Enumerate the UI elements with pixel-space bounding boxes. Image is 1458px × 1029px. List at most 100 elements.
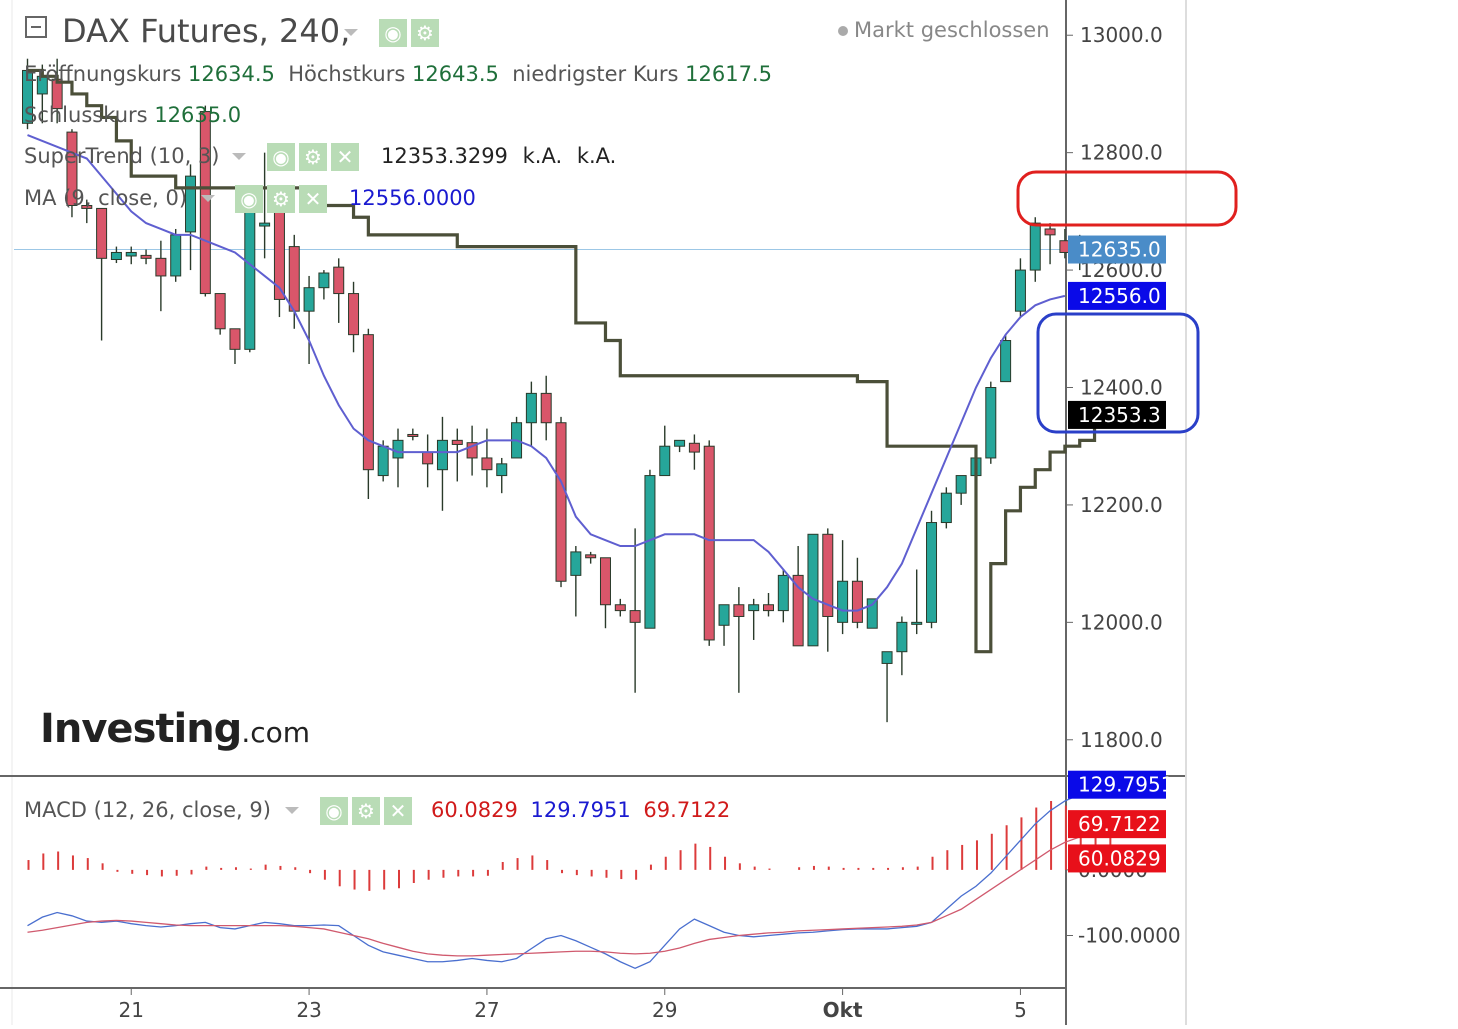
candle-up [125, 251, 137, 257]
candle-down [466, 442, 478, 459]
supertrend-label[interactable]: SuperTrend (10, 3) [24, 144, 220, 168]
eye-icon[interactable]: ◉ [235, 185, 263, 213]
candle-up [718, 604, 730, 626]
candle-down [703, 445, 715, 641]
time-tick-label: 29 [652, 998, 677, 1022]
candle-up [866, 598, 878, 629]
price-tick-label: 12800.0 [1080, 141, 1163, 165]
close-price-badge: 12635.0 [1078, 238, 1161, 262]
candle-down [288, 246, 300, 312]
ma-price-badge-bg [1068, 281, 1166, 310]
close-price-badge-bg [1068, 235, 1166, 264]
supertrend-value: 12353.3299 [381, 144, 508, 168]
eye-icon[interactable]: ◉ [320, 797, 348, 825]
candle-up [881, 651, 893, 664]
time-tick-label: Okt [823, 998, 863, 1022]
candle-down [140, 254, 152, 259]
candle-up [940, 492, 952, 524]
supertrend-controls: ◉ ⚙ ✕ [267, 143, 359, 171]
symbol-title[interactable]: DAX Futures, 240, [62, 12, 351, 50]
gear-icon[interactable]: ⚙ [411, 19, 439, 47]
candle-up [496, 463, 508, 477]
candle-up [525, 392, 537, 424]
candle-up [777, 574, 789, 612]
blue-annotation-rect [1036, 312, 1200, 434]
logo-suffix: .com [241, 716, 311, 749]
ma-dropdown-icon[interactable] [201, 195, 215, 202]
macd-badge-blue: 129.7951 [1078, 773, 1173, 797]
open-label: Eröffnungskurs [24, 62, 182, 86]
candle-up [985, 387, 997, 459]
candle-down [555, 422, 567, 582]
candle-up [955, 475, 967, 494]
candle-up [170, 234, 182, 277]
candle-up [674, 439, 686, 447]
candle-down [348, 293, 360, 336]
price-tick-label: 13000.0 [1080, 23, 1163, 47]
supertrend-price-badge-bg [1068, 400, 1166, 429]
ma-label[interactable]: MA (9, close, 0) [24, 186, 188, 210]
candle-down [585, 554, 597, 559]
candle-up [244, 207, 256, 350]
macd-value-1: 60.0829 [431, 798, 518, 822]
price-tick-label: 12000.0 [1080, 610, 1163, 634]
candle-up [1029, 222, 1041, 271]
candle-up [318, 272, 330, 289]
macd-badge-signal: 60.0829 [1078, 846, 1161, 870]
candle-down [733, 604, 745, 617]
macd-label[interactable]: MACD (12, 26, close, 9) [24, 798, 271, 822]
candle-up [392, 439, 404, 459]
close-icon[interactable]: ✕ [331, 143, 359, 171]
status-dot-icon [838, 26, 848, 36]
candle-down [1044, 228, 1056, 236]
close-icon[interactable]: ✕ [299, 185, 327, 213]
gear-icon[interactable]: ⚙ [299, 143, 327, 171]
candle-up [644, 475, 656, 629]
red-annotation-ellipse [1016, 170, 1238, 227]
time-tick-label: 23 [296, 998, 321, 1022]
price-tick-label: 11800.0 [1080, 728, 1163, 752]
eye-icon[interactable]: ◉ [267, 143, 295, 171]
candle-up [436, 439, 448, 471]
candle-up [837, 580, 849, 623]
title-controls: ◉ ⚙ [379, 19, 439, 47]
supertrend-values: 12353.3299 k.A. k.A. [381, 144, 616, 168]
macd-value-3: 69.7122 [643, 798, 731, 822]
eye-icon[interactable]: ◉ [379, 19, 407, 47]
candle-up [110, 251, 122, 261]
price-tick-label: 12400.0 [1080, 376, 1163, 400]
candle-up [1014, 269, 1026, 312]
price-tick-label: 12200.0 [1080, 493, 1163, 517]
close-icon[interactable]: ✕ [384, 797, 412, 825]
macd-values: 60.0829 129.7951 69.7122 [431, 798, 730, 822]
candle-up [807, 533, 819, 647]
time-tick-label: 27 [474, 998, 499, 1022]
candle-down [451, 439, 463, 445]
candle-down [614, 604, 626, 612]
high-value: 12643.5 [412, 62, 499, 86]
collapse-icon[interactable] [25, 16, 47, 38]
gear-icon[interactable]: ⚙ [267, 185, 295, 213]
macd-dropdown-icon[interactable] [285, 807, 299, 814]
candle-down [229, 328, 241, 350]
low-label: niedrigster Kurs [512, 62, 679, 86]
ma-price-badge: 12556.0 [1078, 284, 1161, 308]
candle-down [199, 111, 211, 295]
macd-controls: ◉ ⚙ ✕ [320, 797, 412, 825]
title-dropdown-icon[interactable] [344, 29, 358, 36]
gear-icon[interactable]: ⚙ [352, 797, 380, 825]
open-value: 12634.5 [188, 62, 275, 86]
candle-down [96, 207, 108, 259]
ma-value: 12556.0000 [349, 186, 476, 210]
ma-line [27, 134, 1066, 612]
close-label: Schlusskurs [24, 103, 148, 127]
ohlc-row: Eröffnungskurs 12634.5 Höchstkurs 12643.… [24, 62, 772, 86]
close-row: Schlusskurs 12635.0 [24, 103, 241, 127]
candle-up [748, 604, 760, 612]
candle-down [66, 131, 78, 206]
candle-down [362, 334, 374, 471]
market-status: Markt geschlossen [838, 18, 1050, 42]
candle-down [422, 451, 434, 465]
supertrend-dropdown-icon[interactable] [232, 153, 246, 160]
